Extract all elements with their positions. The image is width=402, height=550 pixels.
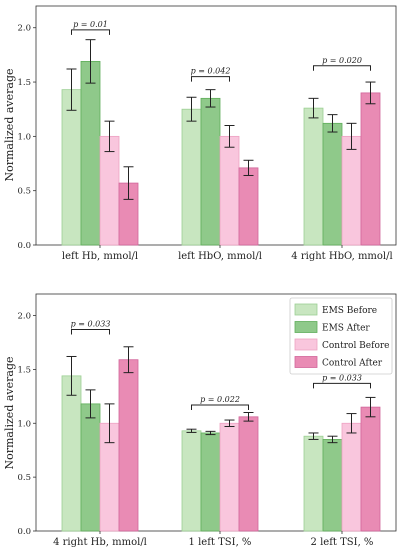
legend-label: EMS After xyxy=(322,324,370,334)
y-tick-label: 0.5 xyxy=(17,473,31,483)
bar xyxy=(219,135,240,246)
y-tick-label: 0.0 xyxy=(17,241,31,251)
y-tick-label: 1.0 xyxy=(17,132,31,142)
x-tick-label: 4 right HbO, mmol/l xyxy=(291,251,392,262)
bar xyxy=(80,61,101,246)
y-axis-label: Normalized average xyxy=(3,68,16,181)
p-value-label: p = 0.022 xyxy=(200,395,240,404)
significance-bracket xyxy=(71,329,110,335)
p-value-label: p = 0.033 xyxy=(71,320,111,329)
significance-bracket xyxy=(313,65,371,71)
p-value-label: p = 0.042 xyxy=(191,67,231,76)
p-value-label: p = 0.033 xyxy=(322,373,362,382)
bar xyxy=(219,422,240,532)
bar xyxy=(238,167,259,246)
y-tick-label: 2.0 xyxy=(17,312,31,322)
bar xyxy=(322,122,343,246)
bar xyxy=(360,92,381,246)
significance-bracket xyxy=(191,76,230,82)
bar xyxy=(322,439,343,532)
bar xyxy=(181,108,202,246)
y-tick-label: 0.5 xyxy=(17,187,31,197)
legend-box xyxy=(289,297,393,375)
x-tick-label: 4 right Hb, mmol/l xyxy=(53,537,147,548)
legend-swatch xyxy=(294,321,318,333)
bar xyxy=(99,135,120,246)
p-value-label: p = 0.020 xyxy=(322,56,362,65)
y-tick-label: 1.0 xyxy=(17,419,31,429)
bar xyxy=(200,432,221,532)
x-tick-label: left HbO, mmol/l xyxy=(178,251,262,262)
bar xyxy=(61,89,82,246)
bar xyxy=(360,406,381,532)
y-tick-label: 1.5 xyxy=(17,365,31,375)
significance-bracket xyxy=(191,404,249,410)
x-tick-label: left Hb, mmol/l xyxy=(62,251,138,262)
chart-panel-top: 0.0 0.5 1.0 1.5 2.0 Normalized average left Hb… xyxy=(3,5,397,262)
bar xyxy=(200,97,221,246)
bar xyxy=(181,430,202,532)
y-axis-label: Normalized average xyxy=(3,356,16,469)
bar xyxy=(61,375,82,532)
legend-label: Control After xyxy=(322,359,383,369)
bar xyxy=(341,422,362,532)
bar xyxy=(303,435,324,532)
legend-label: EMS Before xyxy=(322,306,377,316)
x-tick-label: 1 left TSI, % xyxy=(189,537,252,548)
bar xyxy=(341,135,362,246)
y-tick-label: 0.0 xyxy=(17,527,31,537)
significance-bracket xyxy=(313,382,371,389)
legend-swatch xyxy=(294,303,318,316)
bar xyxy=(118,359,139,532)
bar xyxy=(303,107,324,246)
p-value-label: p = 0.01 xyxy=(73,20,108,29)
bar xyxy=(80,403,101,532)
y-tick-label: 2.0 xyxy=(17,24,31,34)
x-tick-label: 2 left TSI, % xyxy=(311,537,374,548)
bar xyxy=(238,416,259,532)
legend-swatch xyxy=(294,356,318,368)
legend-swatch xyxy=(294,338,318,351)
y-tick-label: 1.5 xyxy=(17,78,31,88)
legend-label: Control Before xyxy=(322,341,390,351)
chart-panel-bottom: 0.0 0.5 1.0 1.5 2.0 Normalized average 4 right… xyxy=(3,293,397,548)
significance-bracket xyxy=(71,29,110,35)
